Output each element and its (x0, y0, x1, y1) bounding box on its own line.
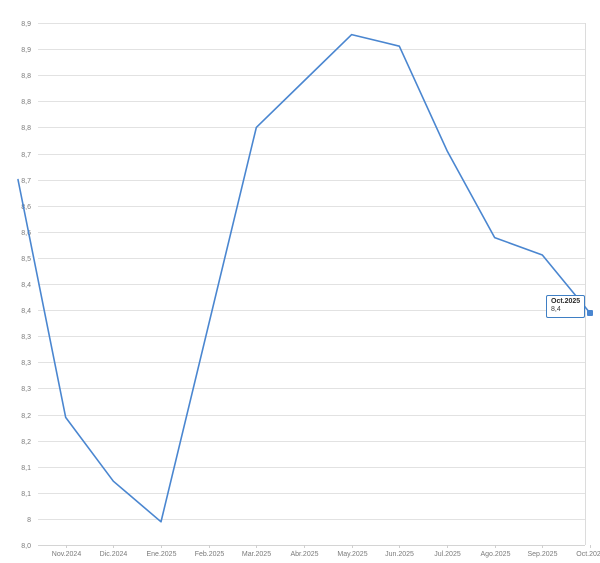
y-axis-tick-label: 8,1 (21, 465, 31, 472)
y-axis-tick-label: 8,4 (21, 308, 31, 315)
last-point-marker[interactable] (587, 310, 593, 316)
y-axis-tick-label: 8,3 (21, 360, 31, 367)
y-axis-tick-label: 8,9 (21, 21, 31, 28)
y-axis-tick-label: 8,4 (21, 282, 31, 289)
data-tooltip: Oct.2025 8,4 (546, 295, 586, 319)
x-axis-tick-label: Feb.2025 (195, 551, 225, 558)
data-series-line (17, 33, 591, 523)
tooltip-category: Oct.2025 (551, 298, 581, 305)
x-axis-tick-label: Ene.2025 (147, 551, 177, 558)
y-axis-tick-label: 8,3 (21, 334, 31, 341)
y-axis-tick-label: 8,2 (21, 413, 31, 420)
y-axis-tick-label: 8,6 (21, 204, 31, 211)
x-axis-tick-label: Nov.2024 (52, 551, 82, 558)
x-axis-tick-label: Ago.2025 (481, 551, 511, 558)
tooltip-value: 8,4 (551, 306, 561, 314)
y-axis-tick-label: 8,5 (21, 256, 31, 263)
y-axis-tick-label: 8,6 (21, 230, 31, 237)
y-axis-tick-label: 8 (27, 517, 31, 524)
y-axis-tick-label: 8,7 (21, 152, 31, 159)
y-axis-tick-label: 8,9 (21, 47, 31, 54)
y-axis-tick-label: 8,0 (21, 543, 31, 550)
gridlines-group (38, 23, 585, 546)
y-axis-tick-label: 8,1 (21, 491, 31, 498)
x-axis-tick-label: Abr.2025 (290, 551, 318, 558)
x-axis-tick-label: Sep.2025 (528, 551, 558, 558)
y-axis-tick-label: 8,8 (21, 73, 31, 80)
y-axis-tick-label: 8,3 (21, 386, 31, 393)
x-axis-tick-label: May.2025 (337, 551, 367, 558)
x-axis-ticks (66, 545, 591, 548)
x-axis-tick-label: Jul.2025 (434, 551, 461, 558)
y-axis-tick-label: 8,8 (21, 125, 31, 132)
y-axis-labels: 8,9 8,9 8,8 8,8 8,8 8,7 8,7 8,6 8,6 8,5 8,4 8,4 8,3 8… (21, 21, 31, 550)
x-axis-tick-label: Mar.2025 (242, 551, 271, 558)
series-path (17, 33, 591, 523)
x-axis-tick-label: Oct.2025 (576, 551, 600, 558)
y-axis-tick-label: 8,8 (21, 99, 31, 106)
x-axis-tick-label: Dic.2024 (100, 551, 128, 558)
x-axis-tick-label: Jun.2025 (385, 551, 414, 558)
y-axis-tick-label: 8,2 (21, 439, 31, 446)
y-axis-tick-label: 8,7 (21, 178, 31, 185)
x-axis-labels: Nov.2024 Dic.2024 Ene.2025 Feb.2025 Mar.2025… (52, 551, 600, 558)
